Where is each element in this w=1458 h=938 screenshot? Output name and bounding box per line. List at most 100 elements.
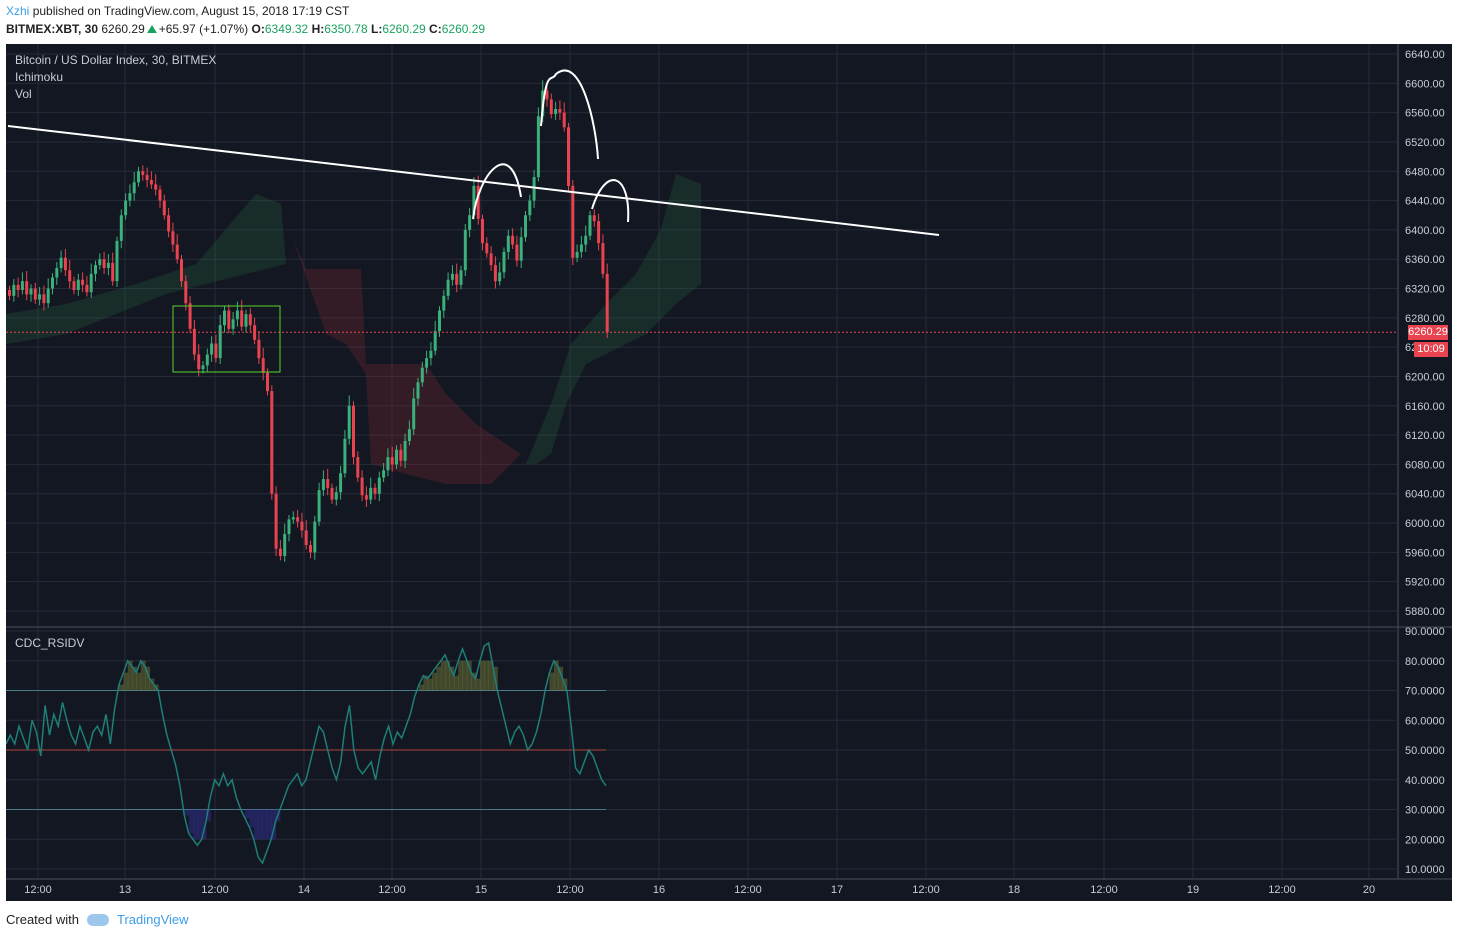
range-box <box>172 305 281 373</box>
candle-body <box>205 354 209 366</box>
candle-body <box>46 288 50 304</box>
candle-body <box>347 405 351 439</box>
author-link[interactable]: Xzhi <box>6 4 30 18</box>
rsi-overbought-fill <box>479 660 485 691</box>
candle-body <box>442 295 446 311</box>
time-tick-label: 12:00 <box>24 884 52 896</box>
ohlc-line: BITMEX:XBT, 30 6260.29 +65.97 (+1.07%) O:… <box>6 22 485 36</box>
rsi-oversold-fill <box>201 809 207 840</box>
rsi-tick-label: 20.0000 <box>1405 834 1445 846</box>
candle-body <box>154 184 158 190</box>
candle-body <box>223 310 226 326</box>
candle-body <box>171 231 175 245</box>
candle-body <box>579 244 583 252</box>
candle-body <box>141 171 145 175</box>
candle-body <box>283 534 287 557</box>
candle-body <box>266 372 269 392</box>
price-tick-label: 6040.00 <box>1405 489 1445 501</box>
rsi-overbought-fill <box>445 660 450 691</box>
candle-body <box>433 331 437 351</box>
rsi-overbought-fill <box>119 684 124 691</box>
candle-body <box>132 182 136 194</box>
candle-body <box>545 90 549 100</box>
candle-body <box>81 279 85 285</box>
candle-body <box>489 253 493 266</box>
tradingview-link[interactable]: TradingView <box>116 912 189 927</box>
candle-body <box>575 251 579 258</box>
candle-body <box>364 495 368 500</box>
candle-body <box>567 127 570 186</box>
trendline <box>7 125 940 236</box>
time-tick-label: 12:00 <box>556 884 584 896</box>
candle-body <box>493 265 497 282</box>
candle-body <box>162 200 166 216</box>
chart-canvas[interactable]: 6640.00 6600.00 6560.00 6520.00 6480.00 6440.… <box>6 44 1452 901</box>
rsi-overbought-fill <box>432 672 437 691</box>
symbol-label: BITMEX:XBT, 30 <box>6 22 99 36</box>
candle-body <box>420 367 424 383</box>
price-tick-label: 6600.00 <box>1405 78 1445 90</box>
main-legend-title: Bitcoin / US Dollar Index, 30, BITMEX <box>15 53 217 67</box>
candle-body <box>192 328 196 355</box>
open-label: O: <box>251 22 265 36</box>
candle-body <box>588 215 592 236</box>
candle-body <box>459 270 463 285</box>
rsi-overbought-fill <box>558 666 564 691</box>
candle-body <box>597 221 601 244</box>
created-with-text: Created with <box>6 912 79 927</box>
candle-body <box>300 521 304 531</box>
rsi-overbought-fill <box>132 666 137 691</box>
tradingview-cloud-icon <box>86 913 109 926</box>
price-tick-label: 6320.00 <box>1405 284 1445 296</box>
candle-body <box>76 279 80 290</box>
candle-body <box>554 108 558 115</box>
rsi-oversold-fill <box>206 809 211 822</box>
rsi-overbought-fill <box>136 672 142 691</box>
price-tick-label: 6560.00 <box>1405 108 1445 120</box>
vol-legend[interactable]: Vol <box>15 87 32 101</box>
rsi-legend[interactable]: CDC_RSIDV <box>15 636 85 650</box>
candle-body <box>416 382 420 399</box>
rsi-oversold-fill <box>245 809 250 819</box>
candle-body <box>16 284 20 290</box>
ichimoku-legend[interactable]: Ichimoku <box>15 70 64 84</box>
rsi-overbought-fill <box>462 660 468 691</box>
candle-body <box>106 262 110 269</box>
candle-body <box>158 189 162 201</box>
chart-frame[interactable]: 6640.00 6600.00 6560.00 6520.00 6480.00 6440.… <box>6 44 1452 901</box>
time-tick-label: 19 <box>1187 884 1199 896</box>
rsi-overbought-fill <box>484 660 490 691</box>
candle-body <box>291 517 295 520</box>
candle-body <box>390 457 394 465</box>
candle-body <box>218 325 222 359</box>
candle-body <box>124 200 128 216</box>
candle-body <box>356 457 360 478</box>
rsi-tick-label: 50.0000 <box>1405 745 1445 757</box>
candle-body <box>115 240 119 282</box>
rsi-tick-label: 40.0000 <box>1405 775 1445 787</box>
candle-body <box>51 277 54 289</box>
candle-body <box>59 257 63 269</box>
rsi-overbought-fill <box>471 672 477 691</box>
head-drawing <box>540 69 599 160</box>
candle-body <box>515 244 519 261</box>
candle-body <box>502 251 506 273</box>
rsi-overbought-fill <box>488 660 494 691</box>
candle-body <box>197 354 201 370</box>
candle-body <box>369 487 373 500</box>
candle-body <box>287 519 291 535</box>
candle-body <box>571 185 575 258</box>
candle-body <box>248 314 252 326</box>
rsi-overbought-fill <box>423 675 429 691</box>
candle-body <box>562 112 566 128</box>
rsi-oversold-fill <box>184 809 190 816</box>
candle-body <box>605 273 609 333</box>
candle-body <box>317 490 321 522</box>
high-label: H: <box>311 22 325 36</box>
time-tick-label: 12:00 <box>734 884 762 896</box>
candle-body <box>468 215 472 230</box>
price-tick-label: 6160.00 <box>1405 401 1445 413</box>
rsi-overbought-fill <box>453 675 459 691</box>
ichimoku-cloud-green <box>6 194 286 344</box>
candle-body <box>128 193 132 201</box>
